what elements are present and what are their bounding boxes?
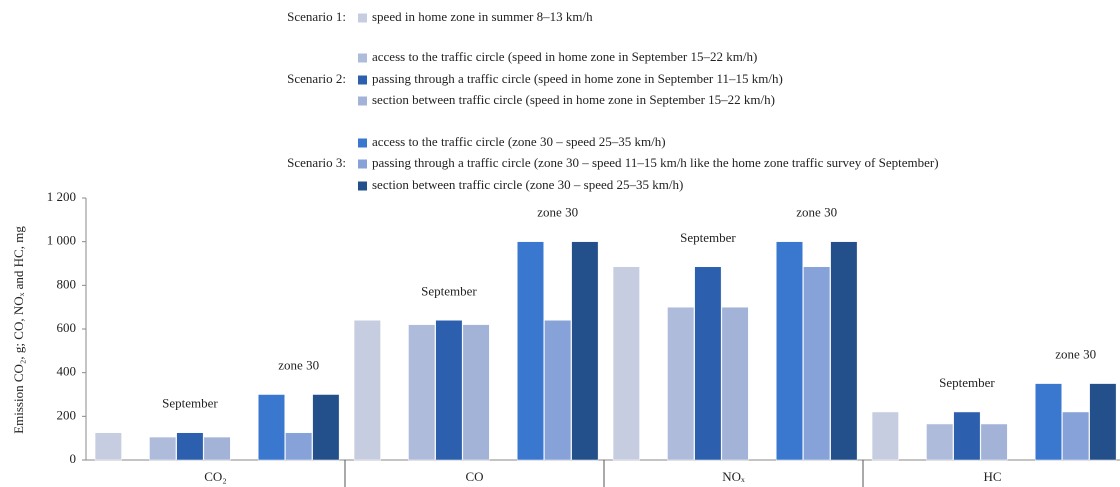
legend-swatch — [358, 159, 367, 169]
y-tick-label: 1 000 — [47, 233, 76, 248]
legend-label: access to the traffic circle (speed in h… — [372, 49, 757, 64]
bar — [176, 432, 204, 461]
bar — [312, 394, 340, 461]
bar — [1034, 383, 1062, 461]
x-tick-label: CO — [465, 469, 483, 484]
y-tick-label: 400 — [57, 364, 77, 379]
annotation: zone 30 — [796, 205, 837, 220]
bar — [721, 306, 749, 461]
bar — [462, 324, 490, 461]
annotation: zone 30 — [537, 205, 578, 220]
x-tick-label: CO₂ — [204, 469, 227, 484]
bar — [149, 436, 177, 461]
bar — [571, 241, 599, 461]
bar — [980, 423, 1008, 461]
bar — [803, 266, 831, 461]
annotation: September — [939, 375, 995, 390]
legend-label: passing through a traffic circle (zone 3… — [372, 155, 939, 170]
legend-group-label: Scenario 3: — [287, 155, 346, 170]
y-tick-label: 800 — [57, 276, 77, 291]
bar — [667, 306, 695, 461]
y-tick-label: 0 — [70, 451, 77, 466]
bar — [830, 241, 858, 461]
bar — [435, 320, 463, 461]
bar — [285, 432, 313, 461]
annotation: September — [680, 230, 736, 245]
bar — [516, 241, 544, 461]
legend-group-label: Scenario 1: — [287, 9, 346, 24]
bar — [926, 423, 954, 461]
bar — [1062, 411, 1090, 461]
legend-swatch — [358, 138, 367, 148]
legend-swatch — [358, 53, 367, 63]
bar — [544, 320, 572, 461]
bar — [203, 436, 231, 461]
bar — [353, 320, 381, 461]
annotation: zone 30 — [278, 357, 319, 372]
legend-label: section between traffic circle (zone 30 … — [372, 177, 683, 192]
annotation: September — [421, 283, 477, 298]
legend-label: section between traffic circle (speed in… — [372, 92, 775, 107]
y-tick-label: 1 200 — [47, 189, 76, 204]
bar — [257, 394, 285, 461]
annotation: September — [162, 396, 218, 411]
legend-label: speed in home zone in summer 8–13 km/h — [372, 9, 593, 24]
x-tick-label: NOₓ — [722, 469, 745, 484]
y-axis-label: Emission CO₂, g; CO, NOₓ and HC, mg — [11, 226, 26, 434]
bar — [871, 411, 899, 461]
bar — [1089, 383, 1117, 461]
legend-group-label: Scenario 2: — [287, 71, 346, 86]
x-tick-label: HC — [983, 469, 1001, 484]
legend-swatch — [358, 13, 367, 23]
bar — [775, 241, 803, 461]
legend-label: access to the traffic circle (zone 30 – … — [372, 134, 666, 149]
legend-swatch — [358, 75, 367, 85]
bar — [694, 266, 722, 461]
legend-label: passing through a traffic circle (speed … — [372, 71, 783, 86]
bar — [408, 324, 436, 461]
y-tick-label: 200 — [57, 407, 77, 422]
y-tick-label: 600 — [57, 320, 77, 335]
bar — [953, 411, 981, 461]
legend-swatch — [358, 96, 367, 106]
bar — [94, 432, 122, 461]
bar — [612, 266, 640, 461]
annotation: zone 30 — [1055, 347, 1096, 362]
legend-swatch — [358, 181, 367, 191]
